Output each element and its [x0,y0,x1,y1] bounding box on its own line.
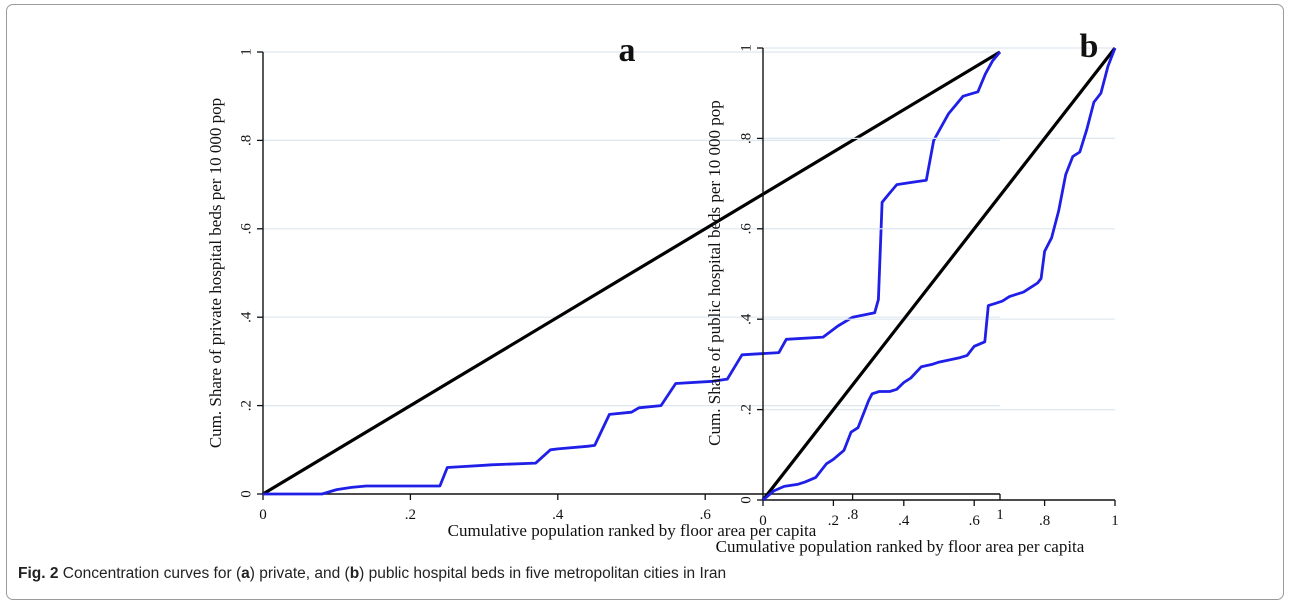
x-tick-label: .4 [552,507,564,523]
x-tick-label: 1 [996,507,1004,523]
y-tick-label: .2 [238,400,254,411]
concentration-curve [762,47,1117,502]
caption-part-1: Concentration curves for ( [58,565,242,582]
chart-panel-a: 0 .2 .4 .6 .8 1 0 .2 .4 .6 .8 1 Cum. Share of privat… [206,32,1004,540]
x-tick-label: .4 [898,513,910,529]
y-axis-title: Cum. Share of public hospital beds per 1… [705,100,724,446]
x-tick-label: .2 [828,513,839,529]
caption-part-2: ) private, and ( [249,565,350,582]
x-tick-label: .8 [1039,513,1050,529]
caption-panel-b: b [349,565,360,582]
x-tick-label: 0 [259,507,267,523]
x-tick-label: .2 [405,507,416,523]
y-tick-label: .2 [738,404,754,415]
x-tick-label: 0 [759,513,767,529]
x-axis-title: Cumulative population ranked by floor ar… [448,521,817,540]
y-tick-label: 0 [238,490,254,498]
caption-part-3: ) public hospital beds in five metropoli… [359,565,727,582]
y-axis-title: Cum. Share of private hospital beds per … [206,98,225,448]
y-tick-label: .6 [738,223,754,235]
chart-panel-b: 0 .2 .4 .6 .8 1 0 .2 .4 .6 .8 1 Cum. Share of public… [705,28,1119,556]
y-tick-label: 1 [738,44,754,52]
y-tick-label: .4 [238,311,254,323]
figure-chart-area: 0 .2 .4 .6 .8 1 0 .2 .4 .6 .8 1 Cum. Share of privat… [206,28,1119,556]
figure-frame: 0 .2 .4 .6 .8 1 0 .2 .4 .6 .8 1 Cum. Share of privat… [6,4,1284,600]
panel-label: b [1080,28,1099,65]
x-axis-title: Cumulative population ranked by floor ar… [716,537,1085,556]
y-tick-label: .8 [738,133,754,144]
y-tick-label: .4 [738,313,754,325]
y-tick-label: 1 [238,48,254,56]
figure-number: Fig. 2 [18,565,59,582]
panel-label: a [619,32,636,69]
equality-line [761,47,1117,501]
y-tick-label: .8 [238,135,254,146]
equality-line [262,50,1001,496]
figure-caption: Fig. 2 Concentration curves for (a) priv… [18,565,1268,583]
caption-panel-a: a [241,565,250,582]
x-tick-label: .6 [969,513,981,529]
concentration-curve [263,51,1002,496]
x-tick-label: 1 [1111,513,1119,529]
x-tick-label: .6 [700,507,712,523]
x-tick-label: .8 [847,507,858,523]
y-tick-label: .6 [238,223,254,235]
y-tick-label: 0 [738,496,754,504]
